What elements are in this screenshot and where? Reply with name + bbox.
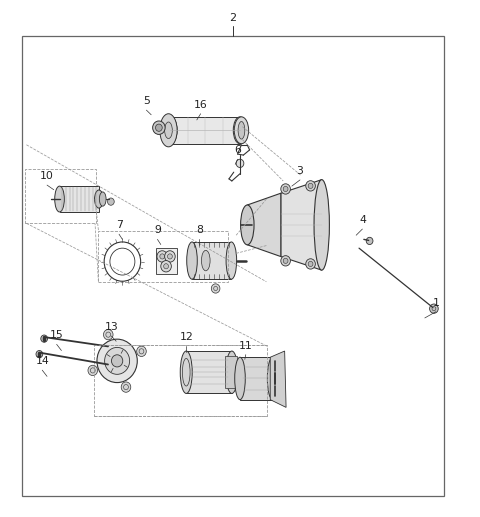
Circle shape — [157, 251, 168, 262]
Circle shape — [308, 262, 313, 267]
Circle shape — [283, 258, 288, 264]
Text: 1: 1 — [432, 298, 439, 308]
Circle shape — [281, 184, 290, 194]
Polygon shape — [170, 117, 240, 144]
Ellipse shape — [99, 192, 106, 206]
Ellipse shape — [314, 180, 329, 270]
Circle shape — [366, 237, 373, 245]
Ellipse shape — [233, 117, 247, 144]
Ellipse shape — [238, 121, 245, 139]
Text: 14: 14 — [36, 356, 49, 366]
Text: 15: 15 — [50, 330, 63, 340]
Circle shape — [306, 259, 315, 269]
Ellipse shape — [235, 357, 245, 400]
Circle shape — [97, 339, 137, 383]
Circle shape — [156, 124, 162, 131]
Circle shape — [108, 198, 114, 205]
Text: 10: 10 — [40, 171, 54, 181]
Ellipse shape — [55, 186, 64, 212]
Circle shape — [165, 251, 175, 262]
Circle shape — [236, 159, 244, 168]
Text: 12: 12 — [180, 332, 193, 342]
Text: 13: 13 — [105, 322, 118, 332]
Ellipse shape — [164, 117, 177, 144]
Text: 3: 3 — [297, 166, 303, 176]
Circle shape — [121, 382, 131, 392]
Ellipse shape — [234, 117, 249, 144]
Circle shape — [36, 351, 43, 358]
Text: 6: 6 — [234, 145, 241, 155]
Polygon shape — [186, 351, 232, 393]
Circle shape — [105, 347, 130, 374]
Circle shape — [137, 346, 146, 357]
Circle shape — [211, 284, 220, 293]
Polygon shape — [270, 351, 286, 407]
Text: 9: 9 — [154, 225, 161, 235]
Text: 5: 5 — [143, 96, 150, 106]
Bar — [94, 345, 267, 416]
Circle shape — [308, 184, 313, 189]
Polygon shape — [60, 186, 99, 212]
Circle shape — [111, 355, 123, 367]
Circle shape — [283, 187, 288, 191]
Ellipse shape — [240, 205, 254, 245]
Text: 11: 11 — [239, 341, 252, 351]
Circle shape — [41, 335, 48, 342]
Ellipse shape — [226, 242, 237, 279]
Ellipse shape — [95, 190, 103, 208]
Text: 2: 2 — [229, 13, 236, 23]
Ellipse shape — [165, 122, 172, 139]
Bar — [98, 231, 228, 282]
Circle shape — [281, 255, 290, 266]
Polygon shape — [240, 357, 273, 400]
Ellipse shape — [267, 357, 278, 400]
Ellipse shape — [160, 114, 177, 147]
Circle shape — [88, 365, 97, 375]
Ellipse shape — [180, 351, 192, 393]
Bar — [22, 36, 444, 496]
Bar — [156, 248, 177, 274]
Circle shape — [160, 254, 165, 259]
Circle shape — [430, 304, 438, 313]
Circle shape — [104, 329, 113, 340]
Polygon shape — [192, 242, 231, 279]
Text: 16: 16 — [194, 100, 207, 110]
Ellipse shape — [202, 250, 210, 271]
Circle shape — [161, 261, 171, 272]
Text: 4: 4 — [359, 215, 366, 225]
Circle shape — [168, 254, 172, 259]
Text: 7: 7 — [116, 220, 122, 230]
Polygon shape — [225, 356, 237, 388]
Circle shape — [306, 181, 315, 191]
Circle shape — [153, 121, 165, 134]
Ellipse shape — [187, 242, 197, 279]
Circle shape — [164, 264, 168, 269]
Bar — [25, 169, 96, 223]
Polygon shape — [247, 193, 281, 256]
Text: 8: 8 — [196, 225, 203, 235]
Polygon shape — [281, 180, 322, 270]
Ellipse shape — [226, 351, 238, 393]
